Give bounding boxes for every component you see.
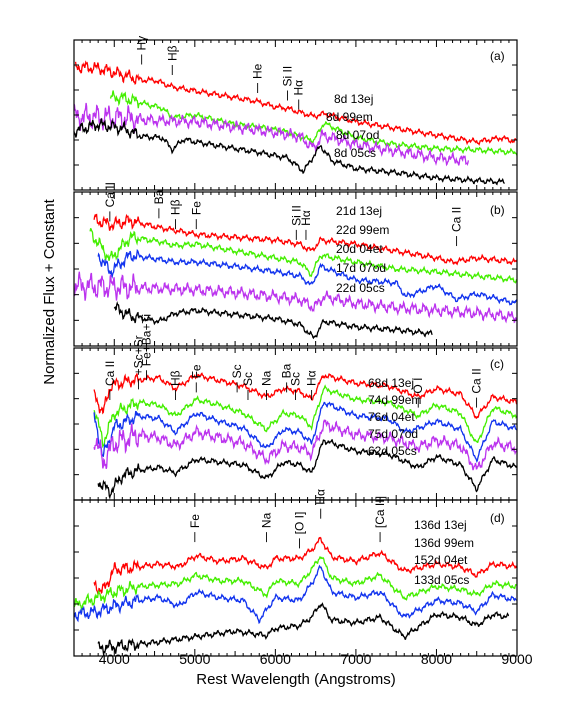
x-tick-label: 6000	[260, 651, 291, 667]
series-04et-line	[97, 248, 518, 306]
series-07od-line	[73, 102, 470, 167]
series-label: 22d 99em	[336, 223, 389, 237]
line-id-label: Ca II	[450, 207, 464, 232]
x-tick-label: 8000	[421, 651, 452, 667]
panel-d: 136d 13ej 136d 99em 152d 04et 133d 05cs Fe Na…	[73, 489, 518, 657]
line-id-label: Ba	[280, 363, 294, 378]
line-id-label: Ca II	[103, 361, 117, 386]
line-id-label: Hα	[299, 210, 313, 226]
series-label: 8d 13ej	[334, 92, 373, 106]
line-id-label: Fe	[188, 514, 202, 528]
series-13ej-line	[93, 213, 518, 266]
x-axis-title: Rest Wavelength (Angstroms)	[196, 671, 396, 688]
series-99em-line	[109, 90, 518, 156]
y-axis-title: Normalized Flux + Constant	[41, 198, 58, 384]
line-id-label: +Sc+Sr	[131, 335, 145, 375]
series-label: 8d 05cs	[334, 146, 376, 160]
line-id-label: Hγ	[135, 36, 149, 51]
series-05cs-line	[97, 602, 510, 656]
line-id-label: He	[251, 63, 265, 79]
series-label: 136d 99em	[414, 536, 474, 550]
x-tick-label: 7000	[340, 651, 371, 667]
panel-a: 8d 13ej 8d 99em 8d 07od 8d 05cs Hγ Hβ He Si IIH…	[73, 36, 518, 191]
series-05cs-line	[113, 300, 433, 340]
line-id-label: [Ca II]	[373, 496, 387, 528]
line-id-label: Hβ	[168, 370, 182, 386]
panel-c: 68d 13ej 74d 99em 76d 04et 75d 07od 62d 05cs…	[73, 314, 518, 501]
series-label: 136d 13ej	[414, 518, 467, 532]
line-id-label: Si II	[280, 66, 294, 87]
series-05cs-line	[73, 117, 505, 186]
line-id-label: Sc	[230, 364, 244, 378]
line-id-label: O I	[411, 378, 425, 394]
line-id-label: Ca II	[470, 368, 484, 393]
line-id-label: Ca II	[103, 182, 117, 207]
line-id-label: Sc	[289, 372, 303, 386]
line-id-label: Fe	[189, 364, 203, 378]
series-05cs-line	[97, 438, 518, 500]
line-id-label: Fe	[189, 201, 203, 215]
panel-letter: (b)	[490, 203, 505, 217]
line-id-label: Hα	[305, 370, 319, 386]
series-07od-line	[73, 271, 518, 324]
line-id-label: Na	[260, 512, 274, 528]
series-label: 22d 05cs	[336, 281, 385, 295]
line-id-label: Hα	[314, 489, 328, 505]
panel-letter: (a)	[490, 49, 505, 63]
line-id-label: Fe+Ba+Ti	[139, 314, 153, 366]
line-id-label: Hβ	[165, 45, 179, 61]
series-label: 8d 99em	[326, 110, 373, 124]
series-04et-line	[93, 401, 518, 463]
line-id-label: [O I]	[293, 512, 307, 535]
series-label: 74d 99em	[368, 393, 421, 407]
x-tick-label: 4000	[99, 651, 130, 667]
series-label: 76d 04et	[368, 410, 415, 424]
series-label: 62d 05cs	[368, 444, 417, 458]
series-13ej-line	[93, 536, 518, 595]
series-label: 20d 04et	[336, 242, 383, 256]
panel-b: 21d 13ej 22d 99em 20d 04et 17d 07od 22d 05cs…	[73, 182, 518, 347]
line-id-label: Hβ	[168, 199, 182, 215]
series-label: 68d 13ej	[368, 376, 414, 390]
series-label: 21d 13ej	[336, 204, 382, 218]
series-label: 17d 07od	[336, 261, 386, 275]
x-tick-label: 9000	[501, 651, 532, 667]
line-id-label: Sc	[241, 372, 255, 386]
series-label: 75d 07od	[368, 427, 418, 441]
x-tick-label: 5000	[179, 651, 210, 667]
series-13ej-line	[74, 60, 518, 146]
series-label: 133d 05cs	[414, 573, 469, 587]
series-07od-line	[93, 419, 518, 471]
series-label: 152d 04et	[414, 553, 468, 567]
panel-letter: (c)	[490, 357, 504, 371]
series-99em-line	[89, 228, 518, 284]
series-99em-line	[93, 384, 518, 449]
series-label: 8d 07od	[336, 128, 379, 142]
line-id-label: Na	[260, 370, 274, 386]
series-04et-line	[73, 564, 518, 625]
panel-letter: (d)	[490, 511, 505, 525]
line-id-label: Si II	[289, 205, 303, 226]
line-id-label: Hα	[292, 80, 306, 96]
series-13ej-line	[93, 372, 518, 420]
x-axis: 4000 5000 6000 7000 8000 9000	[99, 651, 533, 667]
series-99em-line	[73, 556, 517, 611]
